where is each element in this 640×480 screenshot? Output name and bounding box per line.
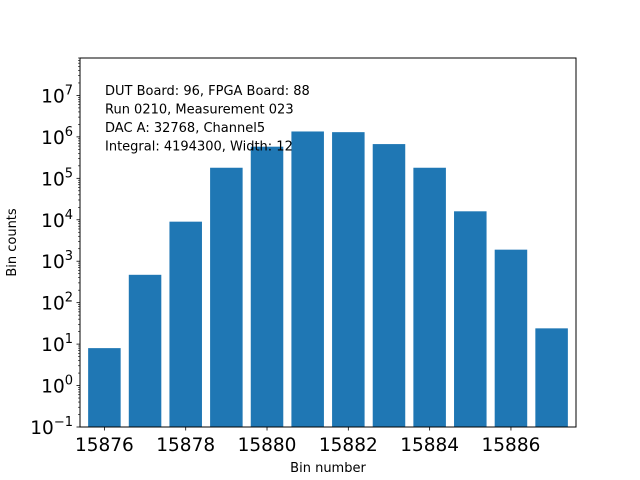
y-tick-label: 102: [41, 291, 73, 315]
bar-15885: [454, 211, 487, 427]
y-axis-ticks: 10−1 100 101 102 103 104 105 106 107: [30, 57, 80, 439]
y-tick-label: 100: [41, 374, 73, 398]
bar-series: [88, 131, 568, 428]
y-tick-label: 101: [41, 332, 73, 356]
x-tick-label: 15882: [319, 435, 378, 456]
x-tick-label: 15886: [482, 435, 541, 456]
run-info-annotation: DUT Board: 96, FPGA Board: 88 Run 0210, M…: [105, 84, 310, 155]
x-tick-label: 15876: [75, 435, 134, 456]
x-tick-label: 15880: [238, 435, 297, 456]
bar-15876: [88, 348, 121, 427]
bar-15887: [535, 328, 568, 427]
y-tick-label: 10−1: [30, 415, 73, 439]
x-axis-label: Bin number: [290, 461, 366, 476]
bar-15881: [291, 131, 324, 427]
bar-15883: [372, 144, 406, 427]
bar-15879: [210, 167, 243, 428]
y-tick-label: 106: [41, 125, 73, 149]
y-tick-label: 107: [41, 83, 73, 107]
bar-15884: [413, 167, 446, 428]
annotation-line: Run 0210, Measurement 023: [105, 103, 294, 118]
y-tick-label: 103: [41, 249, 73, 273]
annotation-line: DUT Board: 96, FPGA Board: 88: [105, 84, 310, 99]
bar-15886: [494, 249, 528, 427]
bar-15880: [250, 146, 284, 428]
y-tick-label: 104: [41, 208, 73, 232]
x-tick-label: 15884: [400, 435, 459, 456]
plot-area-frame: [79, 57, 577, 428]
x-axis-ticks: 15876 15878 15880 15882 15884 15886: [75, 427, 540, 456]
bar-15878: [169, 221, 202, 427]
annotation-line: DAC A: 32768, Channel5: [105, 121, 265, 136]
y-axis-label: Bin counts: [5, 208, 20, 277]
y-tick-label: 105: [41, 166, 73, 190]
annotation-line: Integral: 4194300, Width: 12: [105, 140, 293, 155]
bar-15877: [128, 274, 162, 427]
x-tick-label: 15878: [156, 435, 215, 456]
bar-15882: [332, 132, 365, 427]
